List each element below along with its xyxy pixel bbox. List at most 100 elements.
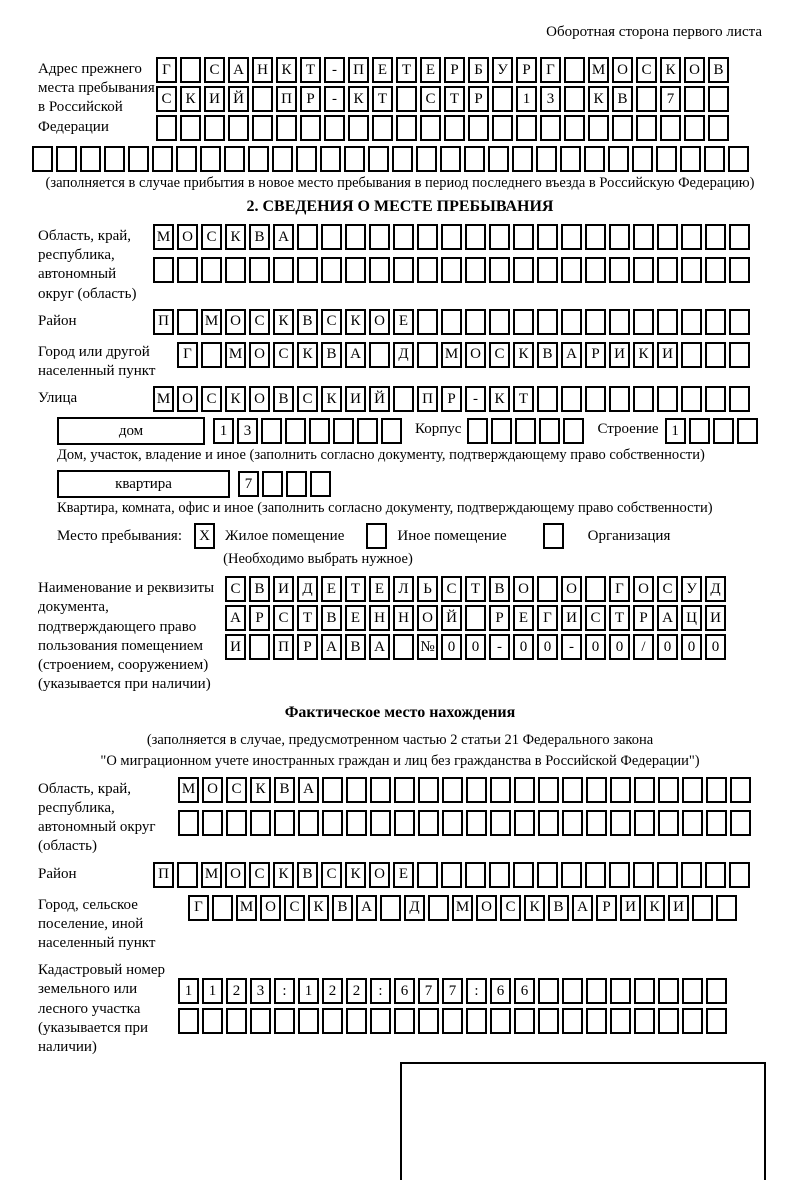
char-cell[interactable]	[680, 146, 701, 172]
char-cell[interactable]: -	[489, 634, 510, 661]
char-cell[interactable]	[538, 978, 559, 1005]
char-cell[interactable]	[80, 146, 101, 172]
char-cell[interactable]	[370, 809, 391, 836]
char-cell[interactable]	[716, 894, 737, 921]
char-cell[interactable]: М	[441, 341, 462, 368]
char-cell[interactable]	[465, 605, 486, 632]
char-cell[interactable]	[261, 418, 282, 445]
char-cell[interactable]: И	[668, 894, 689, 921]
char-cell[interactable]: 0	[681, 634, 702, 661]
char-cell[interactable]: К	[225, 386, 246, 413]
char-cell[interactable]	[464, 146, 485, 172]
char-cell[interactable]: Р	[297, 634, 318, 661]
char-cell[interactable]: В	[321, 605, 342, 632]
house-box[interactable]: дом	[57, 417, 205, 446]
char-cell[interactable]	[538, 776, 559, 803]
char-cell[interactable]	[153, 257, 174, 283]
char-cell[interactable]: У	[492, 57, 513, 83]
char-cell[interactable]	[370, 1008, 391, 1035]
char-cell[interactable]: :	[274, 978, 295, 1005]
char-cell[interactable]: К	[588, 86, 609, 112]
char-cell[interactable]: 2	[346, 978, 367, 1005]
char-cell[interactable]	[705, 257, 726, 283]
char-cell[interactable]	[561, 861, 582, 888]
char-cell[interactable]: А	[228, 57, 249, 83]
char-cell[interactable]	[609, 861, 630, 888]
char-cell[interactable]	[561, 257, 582, 283]
checkbox-organization[interactable]	[542, 523, 564, 550]
char-cell[interactable]: К	[660, 57, 681, 83]
char-cell[interactable]: О	[561, 576, 582, 603]
char-cell[interactable]: 7	[442, 978, 463, 1005]
char-cell[interactable]: Т	[345, 576, 366, 603]
char-cell[interactable]: К	[489, 386, 510, 413]
char-cell[interactable]	[178, 1008, 199, 1035]
char-cell[interactable]	[442, 776, 463, 803]
char-cell[interactable]	[681, 341, 702, 368]
char-cell[interactable]	[228, 115, 249, 141]
char-cell[interactable]	[514, 776, 535, 803]
char-cell[interactable]	[704, 146, 725, 172]
char-cell[interactable]	[320, 146, 341, 172]
char-cell[interactable]	[212, 894, 233, 921]
char-cell[interactable]	[585, 224, 606, 250]
char-cell[interactable]: Т	[396, 57, 417, 83]
char-cell[interactable]	[563, 418, 585, 445]
char-cell[interactable]	[372, 115, 393, 141]
char-cell[interactable]	[346, 776, 367, 803]
char-cell[interactable]	[322, 1008, 343, 1035]
char-cell[interactable]	[562, 776, 583, 803]
char-cell[interactable]	[285, 418, 306, 445]
char-cell[interactable]	[177, 308, 198, 335]
char-cell[interactable]	[681, 257, 702, 283]
char-cell[interactable]	[564, 115, 585, 141]
char-cell[interactable]	[610, 809, 631, 836]
char-cell[interactable]: №	[417, 634, 438, 661]
char-cell[interactable]: П	[273, 634, 294, 661]
char-cell[interactable]	[252, 86, 273, 112]
char-cell[interactable]: Г	[540, 57, 561, 83]
char-cell[interactable]	[274, 1008, 295, 1035]
char-cell[interactable]	[564, 57, 585, 83]
char-cell[interactable]	[369, 257, 390, 283]
char-cell[interactable]	[706, 1008, 727, 1035]
char-cell[interactable]: Н	[252, 57, 273, 83]
char-cell[interactable]: С	[201, 386, 222, 413]
char-cell[interactable]: Р	[585, 341, 606, 368]
char-cell[interactable]: О	[260, 894, 281, 921]
char-cell[interactable]: 1	[213, 418, 234, 445]
char-cell[interactable]: В	[345, 634, 366, 661]
char-cell[interactable]: А	[369, 634, 390, 661]
char-cell[interactable]: О	[225, 308, 246, 335]
char-cell[interactable]	[513, 224, 534, 250]
char-cell[interactable]: М	[153, 386, 174, 413]
char-cell[interactable]: 6	[514, 978, 535, 1005]
char-cell[interactable]: Ь	[417, 576, 438, 603]
char-cell[interactable]	[656, 146, 677, 172]
char-cell[interactable]	[321, 224, 342, 250]
char-cell[interactable]: О	[369, 861, 390, 888]
char-cell[interactable]: Д	[404, 894, 425, 921]
char-cell[interactable]	[201, 257, 222, 283]
char-cell[interactable]	[226, 809, 247, 836]
char-cell[interactable]	[492, 115, 513, 141]
char-cell[interactable]: 3	[250, 978, 271, 1005]
char-cell[interactable]	[585, 257, 606, 283]
char-cell[interactable]: С	[273, 605, 294, 632]
char-cell[interactable]	[706, 978, 727, 1005]
char-cell[interactable]: 3	[540, 86, 561, 112]
char-cell[interactable]: /	[633, 634, 654, 661]
char-cell[interactable]	[684, 115, 705, 141]
char-cell[interactable]	[561, 224, 582, 250]
char-cell[interactable]: Е	[393, 861, 414, 888]
char-cell[interactable]: О	[417, 605, 438, 632]
char-cell[interactable]	[729, 257, 750, 283]
char-cell[interactable]	[178, 809, 199, 836]
char-cell[interactable]	[634, 809, 655, 836]
char-cell[interactable]	[344, 146, 365, 172]
char-cell[interactable]: В	[537, 341, 558, 368]
char-cell[interactable]	[658, 776, 679, 803]
char-cell[interactable]: 1	[664, 418, 686, 445]
char-cell[interactable]: С	[441, 576, 462, 603]
char-cell[interactable]	[586, 776, 607, 803]
